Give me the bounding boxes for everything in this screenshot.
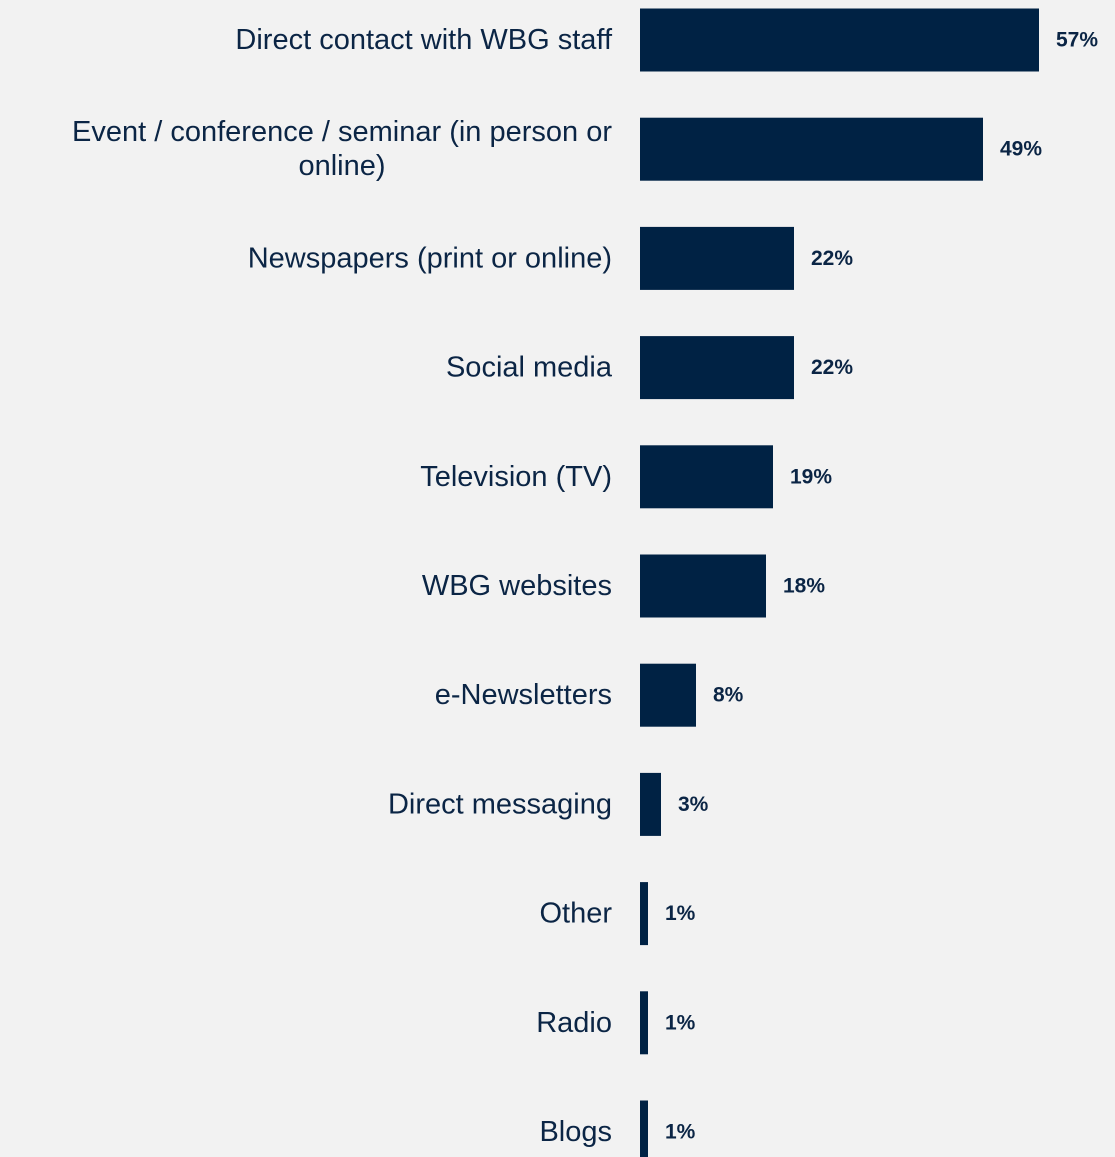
value-label: 1% bbox=[665, 1121, 696, 1144]
category-label: Other bbox=[539, 898, 612, 930]
category-label: Television (TV) bbox=[420, 461, 612, 493]
value-label: 1% bbox=[665, 902, 696, 925]
value-label: 1% bbox=[665, 1011, 696, 1034]
category-label: Newspapers (print or online) bbox=[248, 242, 612, 274]
value-label: 18% bbox=[783, 575, 825, 598]
category-label: Blogs bbox=[539, 1116, 612, 1148]
category-label: WBG websites bbox=[422, 570, 612, 602]
bar bbox=[640, 554, 766, 618]
bar bbox=[640, 8, 1039, 72]
bar bbox=[640, 882, 648, 946]
category-label: Direct contact with WBG staff bbox=[235, 24, 613, 56]
bar bbox=[640, 117, 983, 181]
bars-layer bbox=[640, 8, 1039, 1157]
bar bbox=[640, 772, 661, 836]
category-label: Direct messaging bbox=[388, 788, 612, 820]
bar bbox=[640, 1100, 648, 1157]
value-label: 22% bbox=[811, 356, 853, 379]
category-label: Social media bbox=[446, 352, 613, 384]
category-label: Radio bbox=[536, 1007, 612, 1039]
bar bbox=[640, 991, 648, 1055]
value-label: 19% bbox=[790, 465, 832, 488]
bar bbox=[640, 445, 773, 509]
category-label: Event / conference / seminar (in person … bbox=[72, 116, 612, 148]
value-label: 8% bbox=[713, 684, 744, 707]
value-label: 49% bbox=[1000, 138, 1042, 161]
value-label: 3% bbox=[678, 793, 709, 816]
bar bbox=[640, 663, 696, 727]
category-label-continuation: online) bbox=[298, 150, 385, 182]
value-label: 57% bbox=[1056, 29, 1098, 52]
bar bbox=[640, 336, 794, 400]
value-label: 22% bbox=[811, 247, 853, 270]
category-label: e-Newsletters bbox=[435, 679, 612, 711]
bar bbox=[640, 226, 794, 290]
category-labels-layer: Direct contact with WBG staff Event / con… bbox=[72, 24, 613, 1148]
value-labels-layer: 57% 49% 22% 22% 19% 18% 8% 3% 1% 1% 1% bbox=[665, 29, 1098, 1144]
